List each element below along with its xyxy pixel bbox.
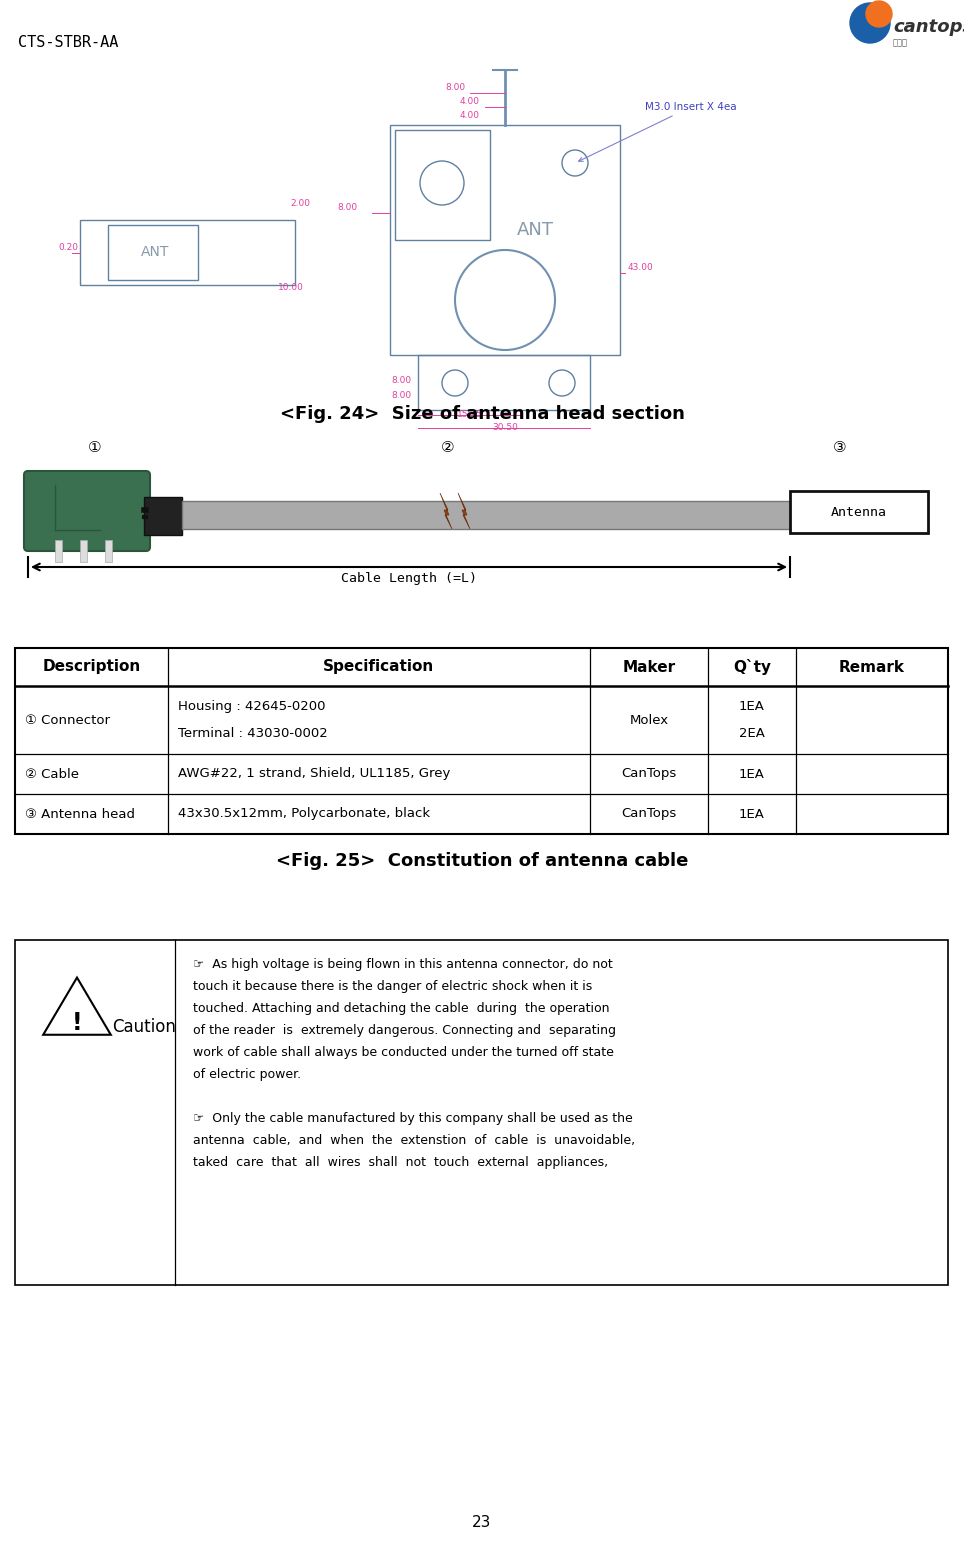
Bar (108, 225, 198, 279)
Text: 10.00: 10.00 (278, 283, 304, 292)
Text: ③: ③ (833, 440, 846, 455)
Bar (15, 648, 948, 834)
Polygon shape (43, 977, 111, 1034)
Text: 캔탑스: 캔탑스 (893, 39, 908, 46)
Text: ② Cable: ② Cable (25, 767, 79, 781)
Text: 1EA: 1EA (739, 808, 765, 820)
Bar (105, 540, 112, 562)
Text: 8.00: 8.00 (392, 391, 412, 400)
Text: 1EA: 1EA (739, 699, 765, 713)
Text: 43x30.5x12mm, Polycarbonate, black: 43x30.5x12mm, Polycarbonate, black (178, 808, 430, 820)
Text: 4.00: 4.00 (460, 97, 480, 107)
Text: Antenna: Antenna (831, 505, 887, 519)
Text: 2EA: 2EA (739, 727, 765, 740)
Bar (144, 497, 182, 536)
Text: ANT: ANT (517, 221, 553, 239)
Text: CanTops: CanTops (622, 808, 677, 820)
Text: Molex: Molex (629, 713, 669, 727)
Text: 4.00: 4.00 (460, 111, 480, 120)
Text: taked  care  that  all  wires  shall  not  touch  external  appliances,: taked care that all wires shall not touc… (193, 1156, 608, 1169)
Text: AWG#22, 1 strand, Shield, UL1185, Grey: AWG#22, 1 strand, Shield, UL1185, Grey (178, 767, 450, 781)
Text: <Fig. 25>  Constitution of antenna cable: <Fig. 25> Constitution of antenna cable (276, 852, 688, 869)
Circle shape (866, 2, 892, 26)
Text: Remark: Remark (839, 659, 905, 675)
Bar (418, 355, 590, 411)
Polygon shape (458, 493, 470, 530)
Text: ①: ① (88, 440, 102, 455)
Bar (395, 130, 490, 239)
Text: Q`ty: Q`ty (733, 659, 771, 675)
Text: M3.0 Insert X 4ea: M3.0 Insert X 4ea (578, 102, 736, 161)
Text: Caution: Caution (112, 1017, 175, 1036)
Text: 8.00: 8.00 (444, 83, 465, 93)
Text: Description: Description (42, 659, 141, 675)
Text: CTS-STBR-AA: CTS-STBR-AA (18, 36, 119, 49)
Text: 0.20: 0.20 (58, 242, 78, 252)
Text: ☞  As high voltage is being flown in this antenna connector, do not: ☞ As high voltage is being flown in this… (193, 957, 613, 971)
Text: 23: 23 (472, 1515, 492, 1530)
Text: touch it because there is the danger of electric shock when it is: touch it because there is the danger of … (193, 980, 592, 993)
Bar (15, 940, 948, 1285)
Text: !: ! (71, 1011, 82, 1034)
Text: CanTops: CanTops (622, 767, 677, 781)
Polygon shape (440, 493, 452, 530)
Text: 30.50: 30.50 (492, 423, 518, 432)
Text: of electric power.: of electric power. (193, 1068, 301, 1081)
Text: Cable Length (=L): Cable Length (=L) (341, 571, 477, 585)
Text: Terminal : 43030-0002: Terminal : 43030-0002 (178, 727, 328, 740)
Circle shape (850, 3, 890, 43)
Text: ③ Antenna head: ③ Antenna head (25, 808, 135, 820)
Bar (80, 540, 87, 562)
Text: 15.25: 15.25 (457, 411, 483, 418)
Text: 8.00: 8.00 (392, 377, 412, 384)
Bar (80, 219, 295, 286)
Bar (182, 500, 790, 530)
Bar (390, 125, 620, 355)
Bar (55, 540, 62, 562)
Text: ① Connector: ① Connector (25, 713, 110, 727)
Text: 2.00: 2.00 (290, 199, 310, 208)
Text: Housing : 42645-0200: Housing : 42645-0200 (178, 699, 326, 713)
Text: antenna  cable,  and  when  the  extenstion  of  cable  is  unavoidable,: antenna cable, and when the extenstion o… (193, 1133, 635, 1147)
Text: <Fig. 24>  Size of antenna head section: <Fig. 24> Size of antenna head section (280, 405, 684, 423)
Text: 8.00: 8.00 (337, 202, 358, 212)
FancyBboxPatch shape (24, 471, 150, 551)
Text: cantops: cantops (893, 19, 964, 36)
Text: 43.00: 43.00 (628, 262, 654, 272)
Bar (790, 491, 928, 533)
Text: Specification: Specification (323, 659, 435, 675)
Text: work of cable shall always be conducted under the turned off state: work of cable shall always be conducted … (193, 1045, 614, 1059)
Text: of the reader  is  extremely dangerous. Connecting and  separating: of the reader is extremely dangerous. Co… (193, 1024, 616, 1038)
Text: 1EA: 1EA (739, 767, 765, 781)
Text: touched. Attaching and detaching the cable  during  the operation: touched. Attaching and detaching the cab… (193, 1002, 609, 1014)
Text: ANT: ANT (141, 245, 170, 259)
Text: ②: ② (442, 440, 455, 455)
Text: Maker: Maker (623, 659, 676, 675)
Text: ☞  Only the cable manufactured by this company shall be used as the: ☞ Only the cable manufactured by this co… (193, 1112, 632, 1126)
